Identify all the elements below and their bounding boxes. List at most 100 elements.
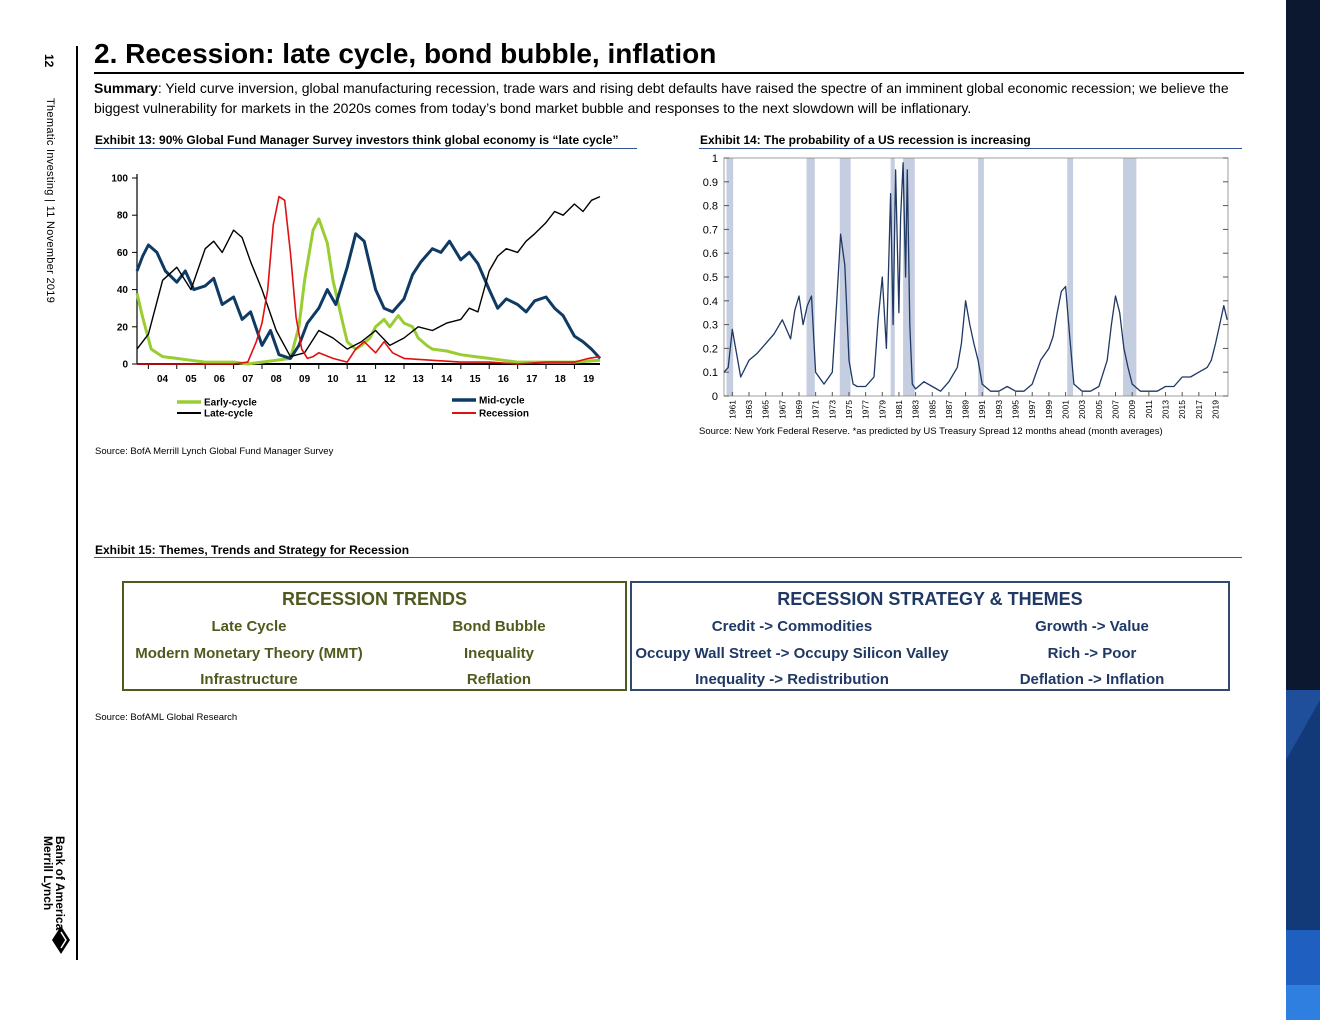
trend-item: Infrastructure [200, 671, 298, 688]
x-tick-label: 1979 [877, 400, 887, 419]
y-tick-label: 80 [117, 211, 129, 222]
y-tick-label: 20 [117, 322, 129, 333]
x-tick-label: 2001 [1061, 400, 1071, 419]
x-tick-label: 1961 [727, 400, 737, 419]
y-tick-label: 0 [122, 360, 128, 371]
x-tick-label: 15 [469, 374, 481, 385]
exhibit15-source: Source: BofAML Global Research [95, 712, 238, 723]
legend-label: Early-cycle [204, 398, 257, 409]
sidebar-rule [76, 46, 78, 960]
x-tick-label: 1993 [994, 400, 1004, 419]
summary-text: : Yield curve inversion, global manufact… [94, 80, 1229, 116]
x-tick-label: 1969 [794, 400, 804, 419]
x-tick-label: 1987 [944, 400, 954, 419]
x-tick-label: 1995 [1011, 400, 1021, 419]
x-tick-label: 1989 [961, 400, 971, 419]
recession-strategy-title: RECESSION STRATEGY & THEMES [777, 589, 1083, 609]
y-tick-label: 0 [712, 391, 718, 403]
trend-item: Late Cycle [211, 618, 287, 635]
y-tick-label: 60 [117, 248, 129, 259]
y-tick-label: 40 [117, 285, 129, 296]
recession-probability-line [723, 162, 1228, 392]
x-tick-label: 05 [185, 374, 197, 385]
recession-band [1067, 158, 1074, 396]
x-tick-label: 2009 [1127, 400, 1137, 419]
chart14-recession-shading [726, 158, 1137, 396]
x-tick-label: 12 [384, 374, 396, 385]
y-tick-label: 0.9 [703, 177, 718, 189]
y-tick-label: 0.6 [703, 248, 718, 260]
chart13-legend: Early-cycle Mid-cycle Late-cycle Recession [177, 396, 529, 420]
series-line-recession [137, 195, 601, 365]
plot-frame [723, 157, 1229, 397]
x-tick-label: 2013 [1161, 400, 1171, 419]
chart14-axes: 0 0.1 0.2 0.3 0.4 0.5 0.6 0.7 0.8 0.9 1 1961 1963 196… [703, 153, 1229, 419]
x-tick-label: 2011 [1144, 400, 1154, 419]
chart14-lines [723, 162, 1228, 392]
x-tick-label: 1973 [827, 400, 837, 419]
x-tick-label: 18 [555, 374, 567, 385]
x-tick-label: 2005 [1094, 400, 1104, 419]
x-tick-label: 1963 [744, 400, 754, 419]
strategy-item: Deflation -> Inflation [1019, 671, 1165, 688]
recession-trends-box: RECESSION TRENDS Late Cycle Bond Bubble … [122, 581, 627, 691]
exhibit13-title: Exhibit 13: 90% Global Fund Manager Surv… [95, 133, 619, 147]
exhibit15-rule [94, 557, 1242, 558]
x-tick-label: 09 [299, 374, 311, 385]
x-tick-label: 2017 [1194, 400, 1204, 419]
x-tick-label: 07 [242, 374, 254, 385]
y-tick-label: 0.4 [703, 296, 718, 308]
x-tick-label: 2015 [1177, 400, 1187, 419]
summary-label: Summary [94, 80, 158, 96]
strategy-item: Inequality -> Redistribution [695, 671, 889, 688]
bank-logo-text: Bank of America Merrill Lynch [41, 836, 67, 931]
x-tick-label: 2019 [1211, 400, 1221, 419]
exhibit14-source: Source: New York Federal Reserve. *as pr… [699, 426, 1163, 437]
logo-line-1: Bank of America [53, 836, 67, 931]
section-title: 2. Recession: late cycle, bond bubble, i… [94, 38, 717, 69]
x-tick-label: 14 [441, 374, 453, 385]
logo-flag-icon [52, 926, 70, 954]
x-tick-label: 1975 [844, 400, 854, 419]
x-tick-label: 2007 [1111, 400, 1121, 419]
x-tick-label: 1971 [811, 400, 821, 419]
recession-strategy-box: RECESSION STRATEGY & THEMES Credit -> Co… [630, 581, 1230, 691]
title-rule [94, 72, 1244, 74]
x-tick-label: 1977 [861, 400, 871, 419]
trend-item: Reflation [466, 671, 532, 688]
exhibit14-rule [699, 148, 1242, 149]
series-line-late-cycle [136, 195, 601, 358]
exhibit13-rule [94, 148, 637, 149]
y-tick-label: 1 [712, 153, 718, 165]
page-number: 12 [42, 54, 56, 68]
series-line-mid-cycle [135, 232, 602, 360]
x-tick-label: 13 [413, 374, 425, 385]
x-tick-label: 17 [526, 374, 538, 385]
recession-trends-title: RECESSION TRENDS [281, 589, 468, 609]
y-tick-label: 0.5 [703, 272, 718, 284]
x-tick-label: 06 [214, 374, 226, 385]
x-tick-label: 2003 [1077, 400, 1087, 419]
exhibit13-source: Source: BofA Merrill Lynch Global Fund M… [95, 446, 334, 457]
trend-item: Modern Monetary Theory (MMT) [135, 645, 363, 662]
y-tick-label: 0.8 [703, 201, 718, 213]
y-tick-label: 0.3 [703, 320, 718, 332]
series-line-early-cycle [135, 217, 601, 366]
y-tick-label: 0.2 [703, 343, 718, 355]
x-tick-label: 1991 [977, 400, 987, 419]
x-tick-label: 19 [583, 374, 595, 385]
x-tick-label: 1985 [927, 400, 937, 419]
legend-label: Recession [479, 409, 529, 420]
recession-band [806, 158, 815, 396]
x-tick-label: 1999 [1044, 400, 1054, 419]
chart13-lines [135, 195, 602, 366]
trend-item: Bond Bubble [452, 618, 546, 635]
exhibit15-title: Exhibit 15: Themes, Trends and Strategy … [95, 543, 410, 557]
exhibit13-chart: 0 20 40 60 80 100 04 05 06 07 08 09 10 11 12 13 14 15 16 17… [111, 174, 602, 420]
recession-band [1123, 158, 1137, 396]
x-tick-label: 16 [498, 374, 510, 385]
x-tick-label: 1965 [761, 400, 771, 419]
legend-label: Mid-cycle [479, 396, 525, 407]
decorative-band [1286, 0, 1320, 1020]
strategy-item: Rich -> Poor [1047, 645, 1137, 662]
